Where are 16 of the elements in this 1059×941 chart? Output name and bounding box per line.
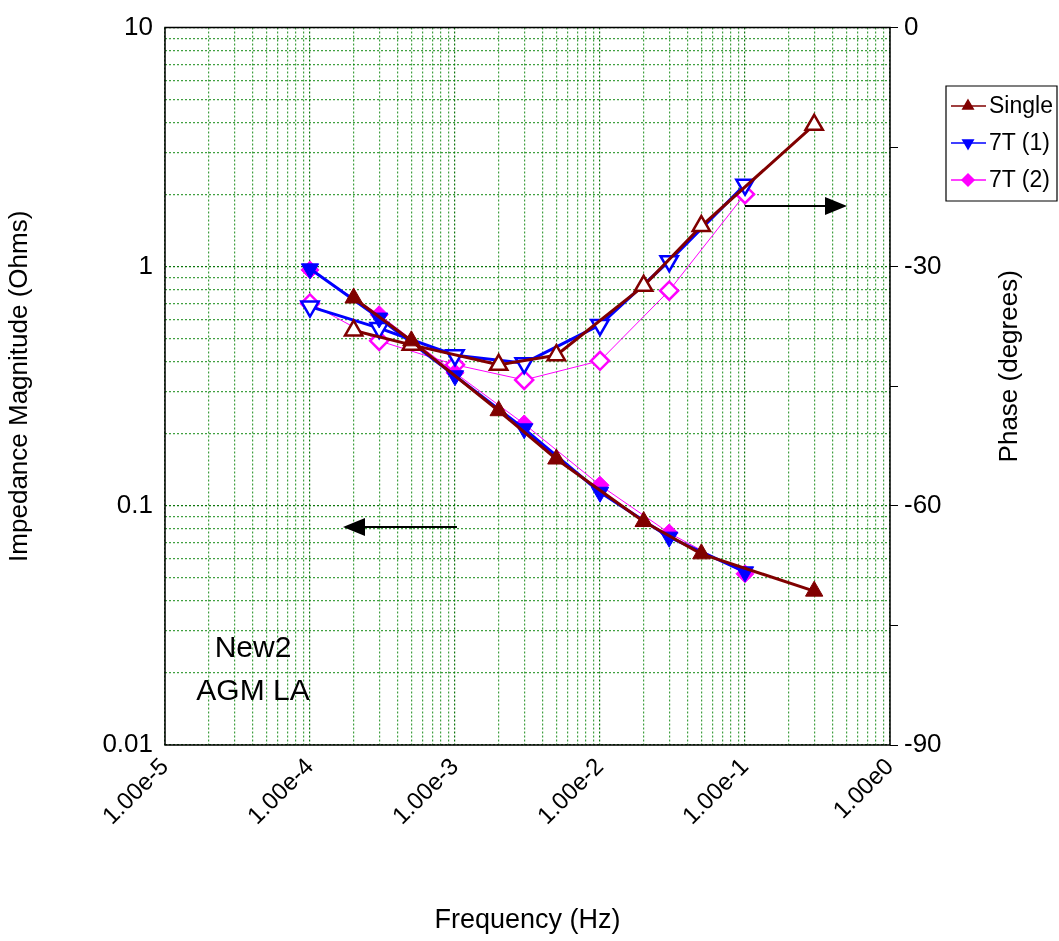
annotation: AGM LA — [196, 673, 310, 707]
y-tick-label: 0.01 — [102, 728, 153, 759]
y2-axis-title: Phase (degrees) — [993, 270, 1024, 463]
y-tick-label: 0.1 — [116, 489, 153, 520]
y-axis-title: Impedance Magnitude (Ohms) — [2, 210, 33, 562]
legend-label: Single — [989, 92, 1053, 119]
y2-tick-label: -90 — [904, 728, 942, 759]
y2-tick-label: 0 — [904, 10, 919, 41]
y2-tick-label: -30 — [904, 249, 942, 280]
annotation: New2 — [214, 630, 292, 664]
legend-label: 7T (1) — [989, 129, 1050, 156]
y-tick-label: 1 — [138, 249, 153, 280]
y2-tick-label: -60 — [904, 489, 942, 520]
x-axis-title: Frequency (Hz) — [434, 904, 621, 935]
legend-label: 7T (2) — [989, 166, 1050, 193]
y-tick-label: 10 — [124, 10, 153, 41]
